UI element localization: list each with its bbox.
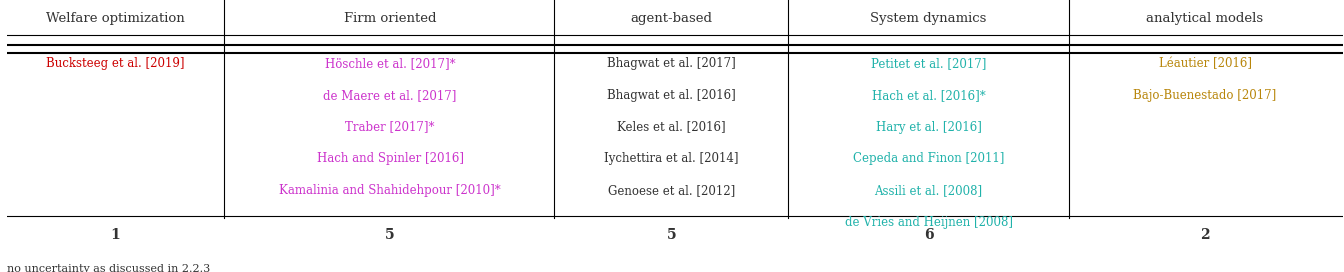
Text: de Maere et al. [2017]: de Maere et al. [2017] <box>324 89 457 102</box>
Text: Traber [2017]*: Traber [2017]* <box>345 120 435 134</box>
Text: de Vries and Heijnen [2008]: de Vries and Heijnen [2008] <box>844 216 1012 229</box>
Text: Kamalinia and Shahidehpour [2010]*: Kamalinia and Shahidehpour [2010]* <box>280 184 501 197</box>
Text: Welfare optimization: Welfare optimization <box>46 12 185 25</box>
Text: System dynamics: System dynamics <box>871 12 986 25</box>
Text: Bhagwat et al. [2016]: Bhagwat et al. [2016] <box>607 89 735 102</box>
Text: 6: 6 <box>923 228 933 242</box>
Text: Hach et al. [2016]*: Hach et al. [2016]* <box>872 89 985 102</box>
Text: analytical models: analytical models <box>1146 12 1263 25</box>
Text: Bajo-Buenestado [2017]: Bajo-Buenestado [2017] <box>1133 89 1277 102</box>
Text: Léautier [2016]: Léautier [2016] <box>1159 57 1251 70</box>
Text: Firm oriented: Firm oriented <box>344 12 437 25</box>
Text: Bhagwat et al. [2017]: Bhagwat et al. [2017] <box>607 57 735 70</box>
Text: Petitet et al. [2017]: Petitet et al. [2017] <box>871 57 986 70</box>
Text: 5: 5 <box>667 228 676 242</box>
Text: agent-based: agent-based <box>630 12 712 25</box>
Text: Hach and Spinler [2016]: Hach and Spinler [2016] <box>317 152 464 165</box>
Text: 5: 5 <box>386 228 395 242</box>
Text: Höschle et al. [2017]*: Höschle et al. [2017]* <box>325 57 456 70</box>
Text: Bucksteeg et al. [2019]: Bucksteeg et al. [2019] <box>46 57 185 70</box>
Text: 2: 2 <box>1200 228 1210 242</box>
Text: Genoese et al. [2012]: Genoese et al. [2012] <box>607 184 735 197</box>
Text: Cepeda and Finon [2011]: Cepeda and Finon [2011] <box>853 152 1004 165</box>
Text: 1: 1 <box>110 228 121 242</box>
Text: Hary et al. [2016]: Hary et al. [2016] <box>875 120 981 134</box>
Text: Assili et al. [2008]: Assili et al. [2008] <box>875 184 982 197</box>
Text: no uncertainty as discussed in 2.2.3: no uncertainty as discussed in 2.2.3 <box>7 264 210 272</box>
Text: Keles et al. [2016]: Keles et al. [2016] <box>617 120 726 134</box>
Text: Iychettira et al. [2014]: Iychettira et al. [2014] <box>603 152 739 165</box>
